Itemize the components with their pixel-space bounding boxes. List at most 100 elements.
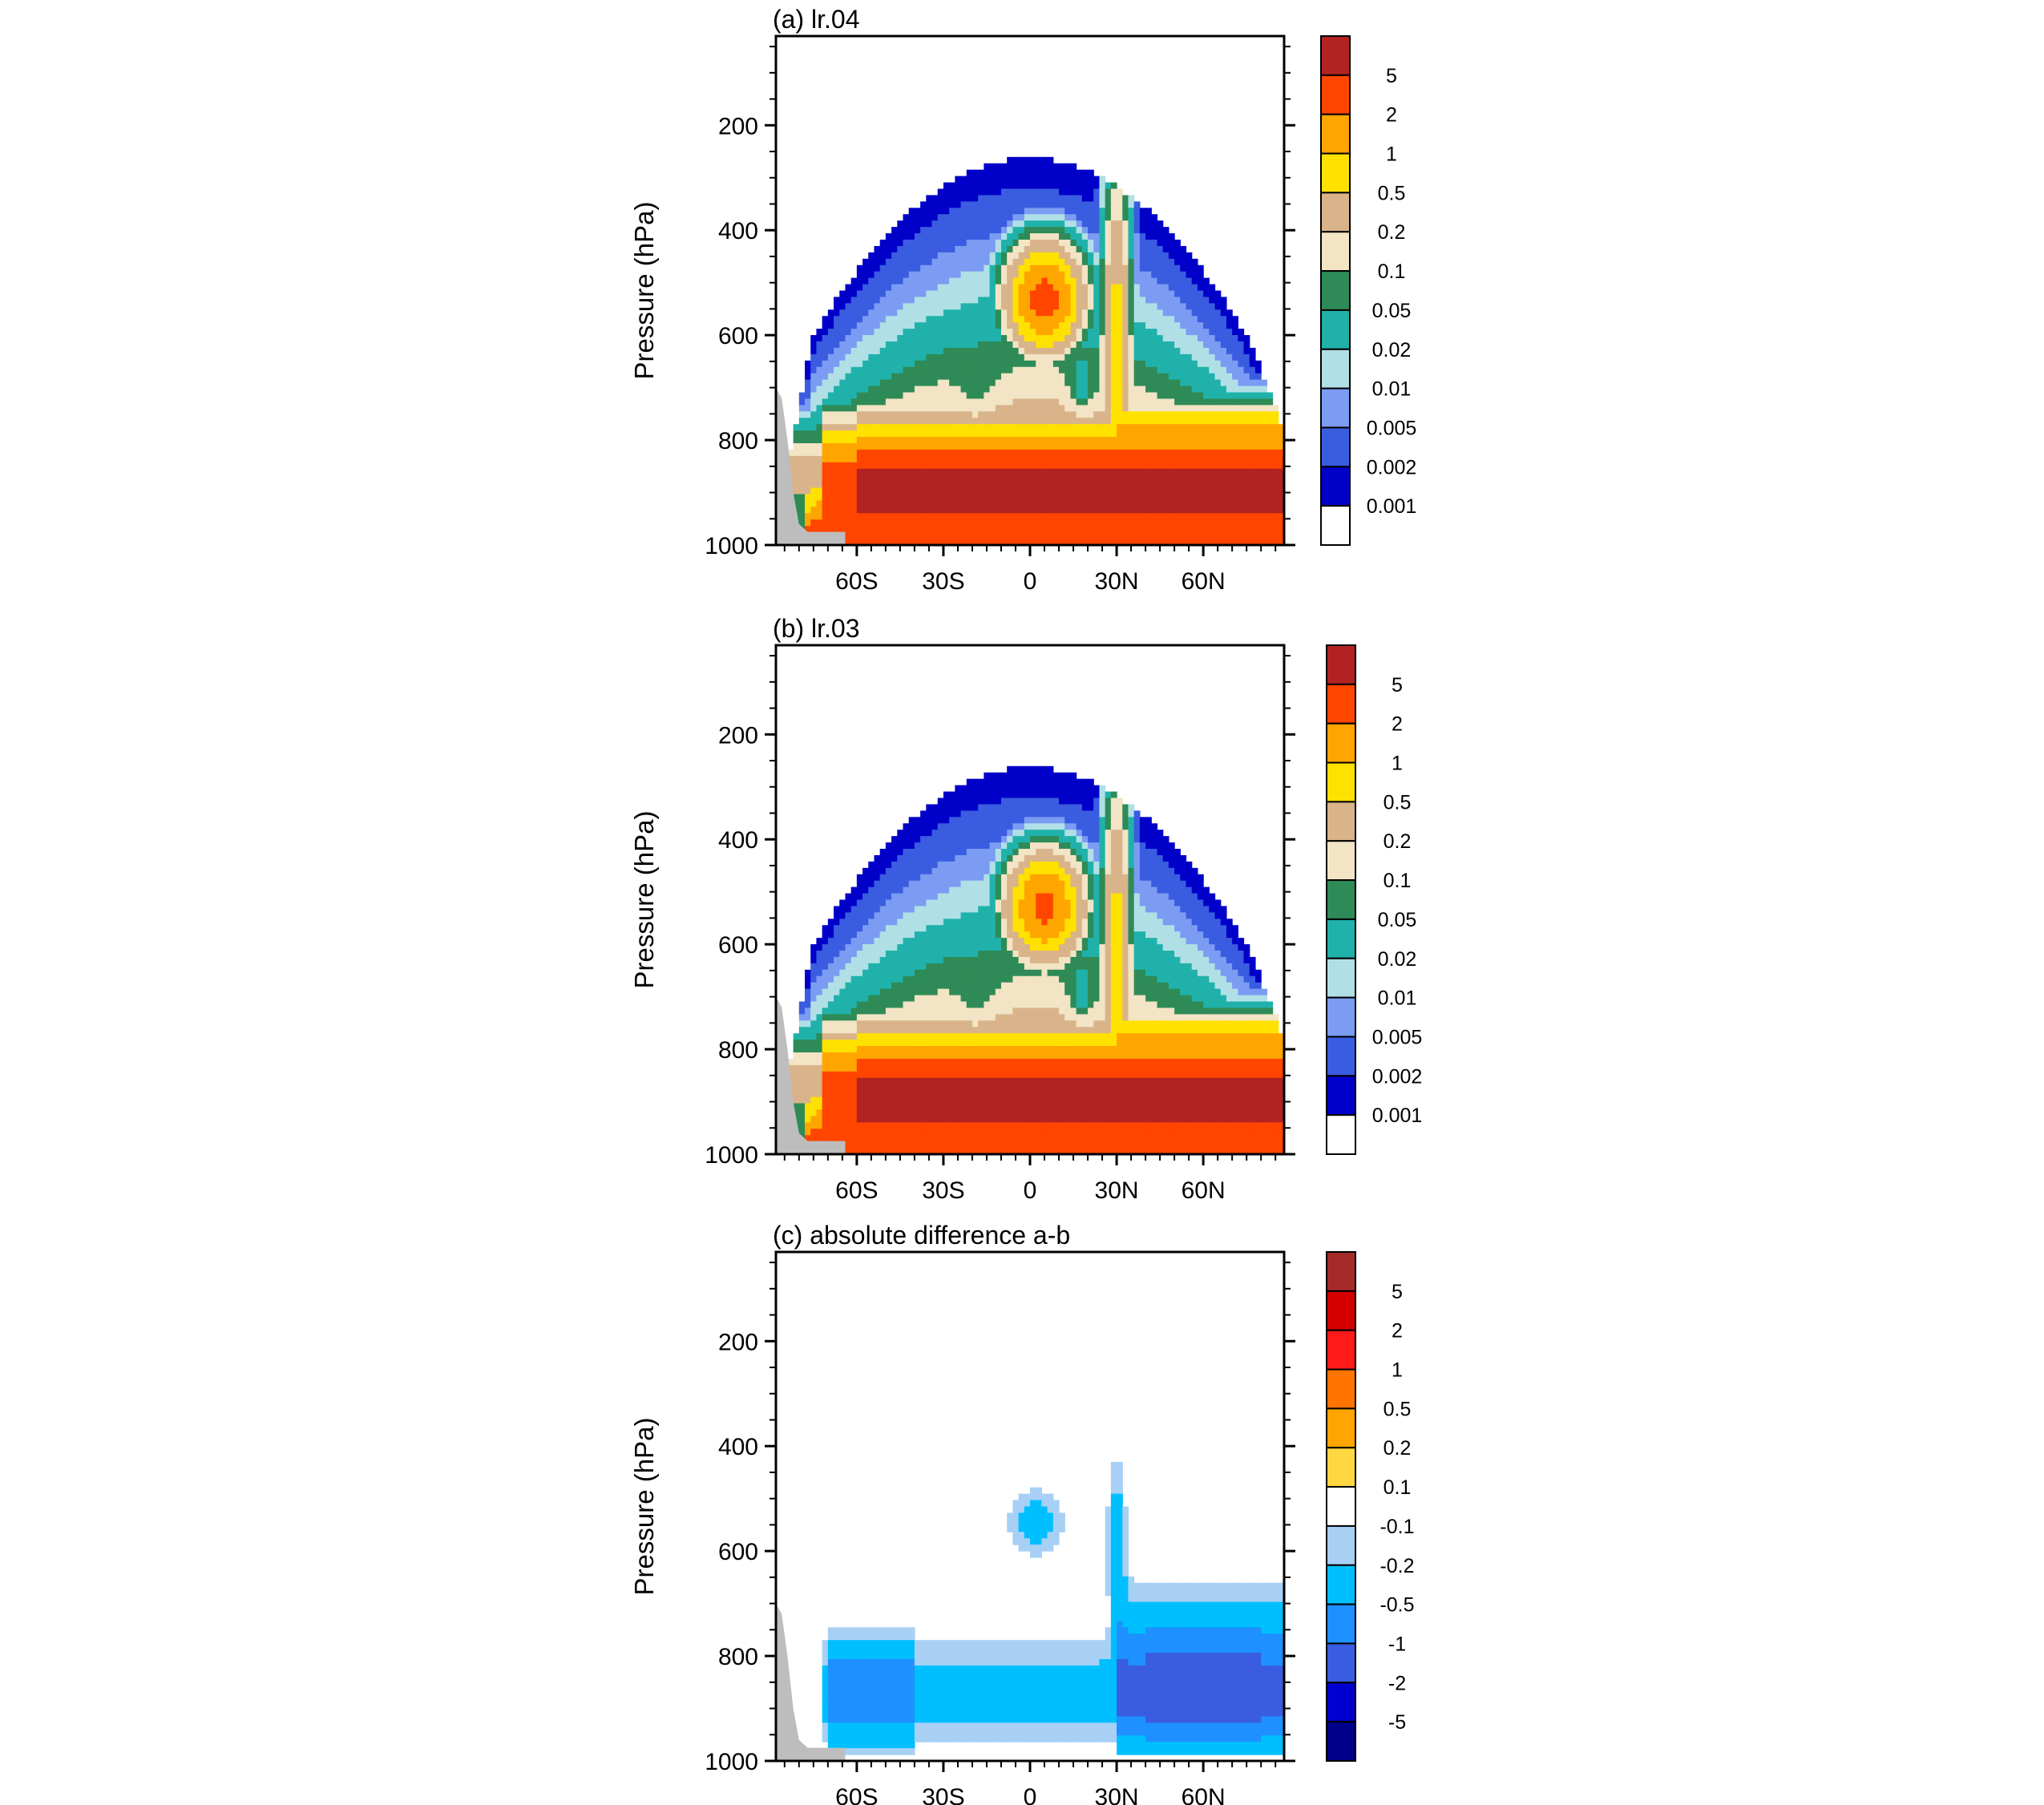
field-cell [1036, 176, 1043, 184]
field-cell [1117, 449, 1123, 457]
field-cell [914, 316, 921, 323]
field-cell [874, 1033, 881, 1040]
field-cell [1254, 481, 1262, 489]
field-cell [1168, 424, 1175, 431]
field-cell [1122, 297, 1129, 304]
field-cell [810, 411, 818, 418]
field-cell [1047, 156, 1054, 164]
field-cell [1007, 494, 1013, 502]
field-cell [1162, 443, 1169, 450]
field-cell [1076, 309, 1083, 317]
field-cell [1117, 468, 1123, 476]
field-cell [1117, 392, 1123, 400]
field-cell [1070, 176, 1077, 184]
field-cell [1052, 437, 1060, 444]
field-cell [1012, 258, 1020, 266]
field-cell [816, 1033, 823, 1040]
field-cell [874, 1122, 881, 1129]
field-cell [960, 532, 967, 539]
field-cell [856, 507, 863, 514]
field-cell [903, 220, 910, 228]
field-cell [1238, 386, 1245, 394]
field-cell [937, 309, 944, 317]
field-cell [856, 405, 863, 412]
field-cell [874, 1103, 881, 1111]
field-cell [1105, 182, 1112, 190]
field-cell [868, 424, 875, 431]
field-cell [868, 1001, 875, 1009]
field-cell [1122, 481, 1129, 489]
field-cell [1139, 271, 1146, 279]
field-cell [1197, 418, 1204, 425]
field-cell [874, 988, 881, 996]
field-cell [1174, 513, 1181, 520]
field-cell [989, 379, 996, 387]
field-cell [1157, 227, 1164, 234]
field-cell [834, 1103, 840, 1111]
field-cell [908, 513, 915, 520]
field-cell [1209, 379, 1216, 387]
field-cell [874, 290, 881, 298]
field-cell [903, 386, 910, 394]
field-cell [856, 494, 863, 502]
field-cell [1266, 392, 1274, 400]
field-cell [995, 264, 1002, 273]
field-cell [810, 1084, 818, 1092]
field-cell [793, 1064, 800, 1072]
field-cell [1133, 526, 1141, 533]
field-cell [920, 366, 927, 374]
field-cell [1059, 284, 1065, 292]
field-cell [885, 951, 892, 958]
field-cell [1041, 258, 1048, 266]
field-cell [955, 462, 962, 470]
field-cell [1145, 240, 1152, 247]
field-cell [949, 418, 955, 425]
field-cell [856, 329, 863, 336]
field-cell [978, 507, 984, 514]
field-cell [1110, 437, 1117, 444]
field-cell [1052, 494, 1060, 502]
field-cell [1088, 353, 1094, 361]
field-cell [868, 963, 875, 971]
field-cell [1174, 309, 1181, 317]
field-cell [1139, 214, 1146, 221]
field-cell [793, 1096, 800, 1104]
field-cell [885, 481, 892, 489]
field-cell [856, 880, 863, 888]
field-cell [845, 956, 852, 964]
field-cell [805, 975, 811, 983]
field-cell [1018, 208, 1025, 215]
field-cell [839, 1122, 846, 1129]
field-cell [1047, 487, 1054, 495]
field-cell [1099, 188, 1106, 196]
field-cell [1220, 462, 1227, 470]
field-cell [1168, 398, 1175, 406]
field-cell [862, 906, 869, 913]
field-cell [1036, 347, 1043, 355]
colorbar-box [1320, 152, 1351, 194]
field-cell [989, 366, 996, 374]
field-cell [805, 513, 811, 520]
field-cell [1059, 430, 1065, 438]
field-cell [822, 411, 829, 418]
field-cell [1272, 532, 1279, 539]
field-cell [1047, 195, 1054, 202]
field-cell [1151, 437, 1158, 444]
field-cell [1007, 366, 1013, 374]
field-cell [1041, 182, 1048, 190]
field-cell [1081, 481, 1089, 489]
field-cell [1030, 539, 1036, 546]
field-cell [1088, 386, 1094, 394]
field-cell [822, 487, 829, 495]
field-cell [879, 931, 887, 939]
field-cell [943, 398, 950, 406]
field-cell [862, 944, 869, 951]
field-cell [816, 366, 823, 374]
field-cell [1191, 526, 1198, 533]
field-cell [1093, 507, 1101, 514]
field-cell [834, 386, 840, 394]
field-cell [943, 277, 950, 285]
field-cell [903, 462, 910, 470]
field-cell [827, 424, 834, 431]
